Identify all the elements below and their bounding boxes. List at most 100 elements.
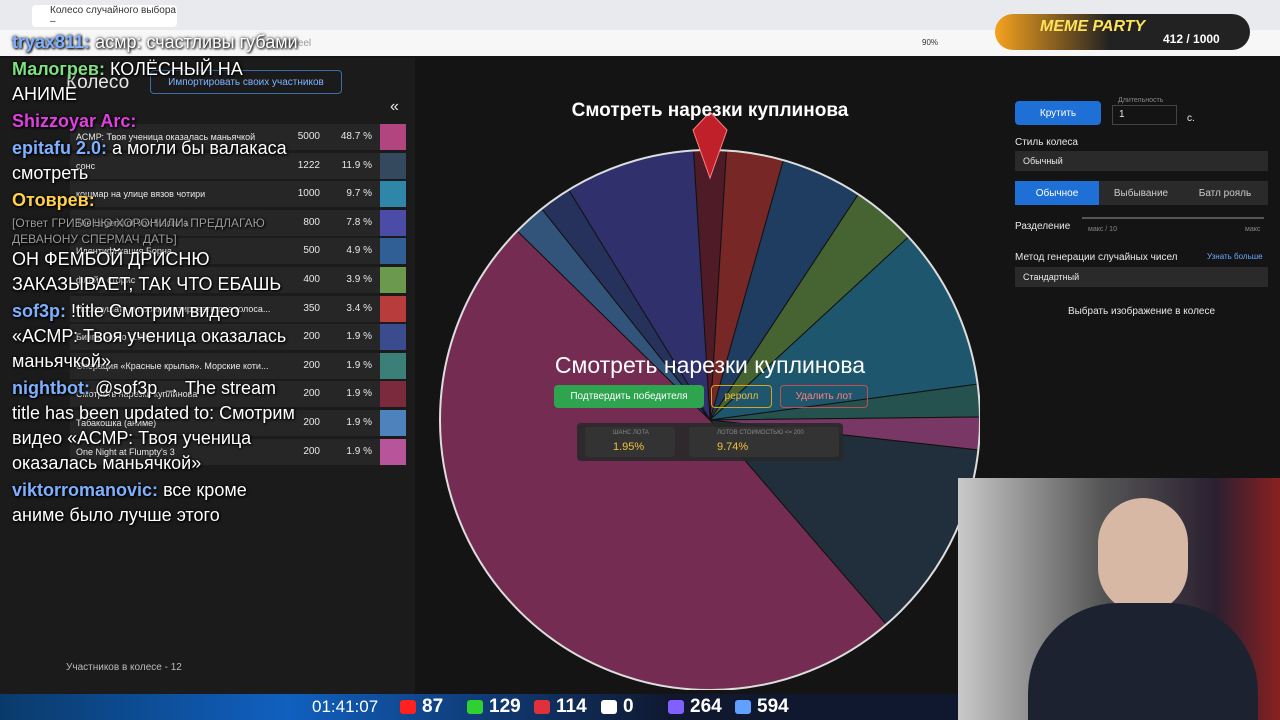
split-min: макс / 10 <box>1088 226 1117 233</box>
participant-percent: 1.9 % <box>346 445 372 457</box>
mode-tab[interactable]: Обычное <box>1015 181 1099 205</box>
participant-color[interactable] <box>380 381 406 408</box>
participant-percent: 3.9 % <box>346 274 372 285</box>
mode-tab[interactable]: Выбывание <box>1113 187 1169 199</box>
participant-color[interactable] <box>380 238 406 265</box>
zoom[interactable]: 90% <box>922 38 939 47</box>
participant-row: One Night at Flumpty's 3 200 1.9 % <box>70 438 406 465</box>
tab[interactable]: Колесо случайного выбора – <box>32 5 177 27</box>
face <box>1098 498 1188 613</box>
participant-color[interactable] <box>380 152 406 179</box>
counter-value: 129 <box>489 696 521 717</box>
participant-percent: 4.9 % <box>346 245 372 257</box>
participant-row: Смотреть нарезки куплинова 200 1.9 % <box>70 381 406 408</box>
duration-input[interactable]: 1 <box>1112 105 1177 125</box>
participant-name: Операция «Красные крылья». Морские коти.… <box>76 360 269 371</box>
chat-text: @sof3p → The stream title has been updat… <box>12 378 295 473</box>
participant-name: сонс <box>76 160 96 171</box>
chat-text: ОН ФЕМБОЙ ДРИСНЮ ЗАКАЗЫВАЕТ, ТАК ЧТО ЕБА… <box>12 249 282 294</box>
participant-name: Смотреть нарезки куплинова <box>76 389 198 400</box>
participant-row: Операция «Красные крылья». Морские коти.… <box>70 352 406 379</box>
participant-amount: 800 <box>303 216 320 228</box>
delete-button[interactable]: Удалить лот <box>780 385 868 408</box>
chat-overlay: tryax811: асмр: счастливы губами Малогрев… <box>12 30 302 530</box>
chat-message: nightbot: @sof3p → The stream title has … <box>12 376 302 476</box>
stat-label: ШАНС ЛОТА <box>613 430 649 436</box>
chat-message: tryax811: асмр: счастливы губами <box>12 30 302 55</box>
split-slider[interactable] <box>1082 217 1264 219</box>
chat-message: viktorromanovic: все кроме аниме было лу… <box>12 478 302 528</box>
url[interactable]: wheel <box>285 38 312 49</box>
participant-percent: 48.7 % <box>340 131 372 142</box>
counter-value: 87 <box>422 696 444 717</box>
counter-icon <box>400 700 416 714</box>
chat-message: [Ответ ГРИБОНЮ ХОРОНИЛИ: ПРЕДЛАГАЮ ДЕВАН… <box>12 215 302 297</box>
participant-row: Табакошка (аниме) 200 1.9 % <box>70 410 406 436</box>
chat-message: Shizzoyar Arc: <box>12 109 302 134</box>
wheel <box>439 111 980 690</box>
participant-amount: 350 <box>303 302 320 314</box>
participant-name: Бинго Бонго (1982) <box>76 332 155 343</box>
participant-color[interactable] <box>380 352 406 379</box>
participant-color[interactable] <box>380 295 406 322</box>
body <box>1028 603 1258 720</box>
counter-value: 264 <box>690 696 722 717</box>
participant-color[interactable] <box>380 324 406 351</box>
participant-percent: 1.9 % <box>346 331 372 343</box>
image-button[interactable]: Выбрать изображение в колесе <box>1067 306 1216 317</box>
participant-amount: 200 <box>303 359 320 371</box>
counter-icon <box>467 700 483 714</box>
settings: Крутить Длительность 1 с. Стиль колеса О… <box>1015 97 1270 317</box>
winner-title: Смотреть нарезки куплинова <box>554 352 866 378</box>
chat-text: КОЛЁСНЫЙ НА АНИМЕ <box>12 59 243 104</box>
status-bar: 01:41:07 87 129 114 0 264 594 <box>0 694 958 720</box>
rng-select[interactable]: Стандартный <box>1015 267 1268 287</box>
style-label: Стиль колеса <box>1015 137 1078 148</box>
timer: 01:41:07 <box>312 697 379 716</box>
rng-link[interactable]: Узнать больше <box>1207 252 1263 261</box>
reroll-button[interactable]: реролл <box>711 385 772 408</box>
participant-amount: 200 <box>303 331 320 343</box>
meme-party-widget: MEME PARTY 412 / 1000 <box>995 14 1250 50</box>
meme-party-title: MEME PARTY <box>1040 18 1146 35</box>
stats-box: ШАНС ЛОТА 1.95% ЛОТОВ СТОИМОСТЬЮ <= 200 9.7… <box>577 423 843 461</box>
participant-row: Бинго Бонго (1982) 200 1.9 % <box>70 324 406 351</box>
meme-party-counter: 412 / 1000 <box>1163 32 1220 46</box>
participant-color[interactable] <box>380 267 406 293</box>
participant-name: Прослушать и проанализировать два голоса… <box>76 303 271 314</box>
participant-name: Табакошка (аниме) <box>76 418 157 428</box>
participant-color[interactable] <box>380 181 406 208</box>
counter-icon <box>735 700 751 714</box>
split-max: макс <box>1245 226 1261 233</box>
participant-color[interactable] <box>380 410 406 436</box>
style-select[interactable]: Обычный <box>1015 151 1268 171</box>
counter-icon <box>668 700 684 714</box>
participant-row: кошмар на улице вязов чотири 1000 9.7 % <box>70 181 406 208</box>
collapse-button[interactable]: « <box>390 98 399 115</box>
duration-unit: с. <box>1187 113 1195 124</box>
participant-color[interactable] <box>380 209 406 236</box>
webcam <box>958 478 1280 720</box>
tab-title: Колесо случайного выбора – <box>50 5 176 27</box>
participant-row: The Legend of Vox Machina 800 7.8 % <box>70 209 406 236</box>
chat-user: viktorromanovic: <box>12 480 159 500</box>
spin-button[interactable]: Крутить <box>1015 101 1101 125</box>
wheel-pointer <box>692 111 728 180</box>
counter-icon <box>601 700 617 714</box>
confirm-button[interactable]: Подтвердить победителя <box>554 385 704 408</box>
split-label: Разделение <box>1015 221 1071 232</box>
participant-percent: 1.9 % <box>346 359 372 371</box>
participant-amount: 200 <box>303 388 320 400</box>
import-button[interactable]: Импортировать своих участников <box>150 70 342 94</box>
participant-color[interactable] <box>380 438 406 465</box>
participant-name: Идентификация Борна <box>76 246 172 257</box>
participant-name: One Night at Flumpty's 3 <box>76 446 175 457</box>
participant-color[interactable] <box>380 124 406 150</box>
mode-tab[interactable]: Батл рояль <box>1198 187 1252 199</box>
participant-row: флейм сторис 400 3.9 % <box>70 267 406 293</box>
chat-text: все кроме аниме было лучше этого <box>12 480 247 525</box>
participants-count: Участников в колесе - 12 <box>66 662 182 673</box>
chat-user: [Ответ ГРИБОНЮ ХОРОНИЛИ: ПРЕДЛАГАЮ ДЕВАН… <box>12 216 265 246</box>
counter-value: 114 <box>556 696 587 717</box>
